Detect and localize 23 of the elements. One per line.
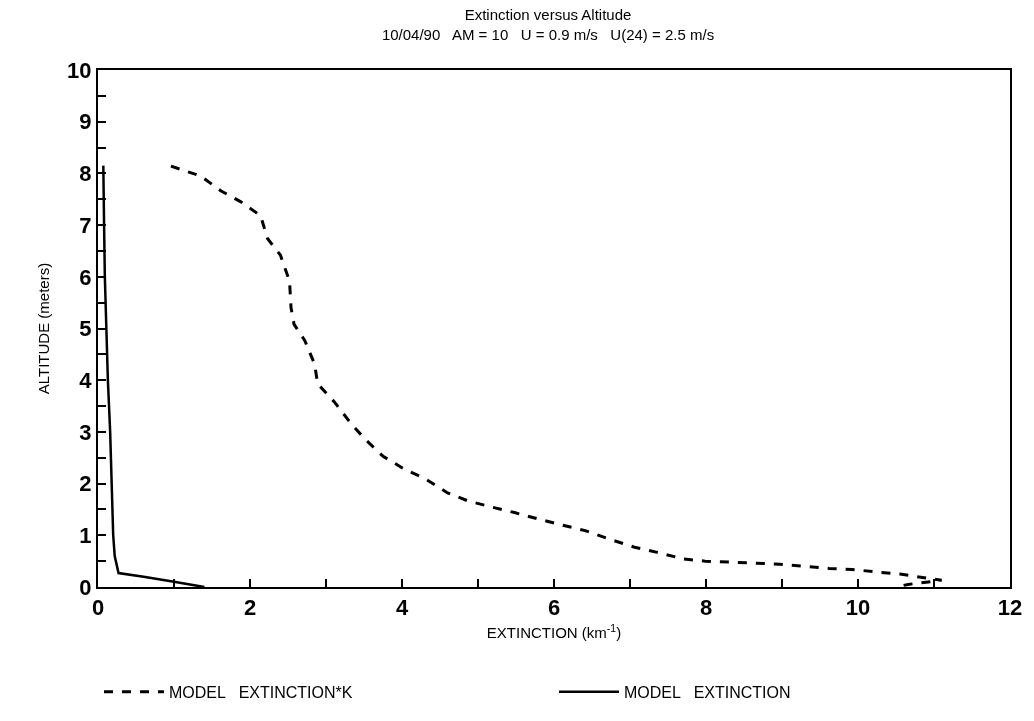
x-tick-label: 12	[997, 595, 1023, 621]
y-tick-label: 6	[79, 264, 92, 290]
y-tick-label: 0	[79, 574, 92, 600]
chart-title: Extinction versus Altitude	[464, 6, 632, 24]
chart-subtitle: 10/04/90 AM = 10 U = 0.9 m/s U(24) = 2.5 m/s	[381, 25, 715, 43]
y-tick-label: 3	[79, 419, 92, 445]
y-tick-label: 8	[79, 161, 92, 187]
y-tick-label: 5	[79, 316, 92, 342]
x-tick-label: 6	[547, 595, 561, 621]
legend-label: MODEL EXTINCTION	[624, 684, 791, 702]
x-tick-label: 10	[845, 595, 871, 621]
y-tick-label: 7	[79, 212, 92, 238]
y-tick-label: 2	[79, 471, 92, 497]
y-axis-title: ALTITUDE (meters)	[34, 262, 52, 395]
legend-label: MODEL EXTINCTION*K	[169, 684, 353, 702]
y-tick-label: 9	[79, 109, 92, 135]
y-tick-label: 4	[79, 367, 93, 393]
x-tick-label: 2	[243, 595, 257, 621]
x-tick-label: 8	[699, 595, 713, 621]
y-tick-label: 10	[67, 57, 92, 83]
x-tick-label: 4	[395, 595, 409, 621]
x-axis-title: EXTINCTION (km$^{-1}$)	[486, 621, 622, 641]
y-tick-label: 1	[79, 523, 92, 548]
